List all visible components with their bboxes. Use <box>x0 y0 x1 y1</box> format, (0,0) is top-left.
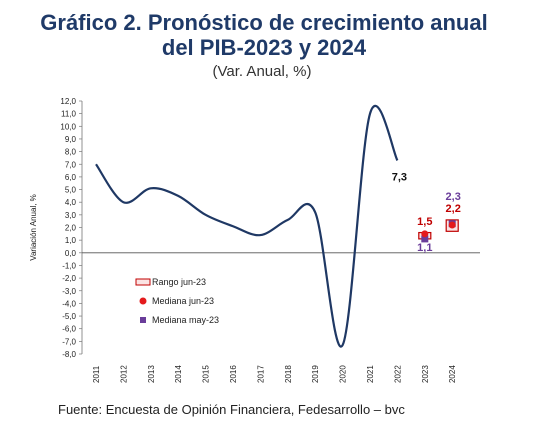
chart-title-line2: del PIB-2023 y 2024 <box>161 35 367 60</box>
median-may23-label: 1,1 <box>417 242 432 254</box>
y-tick-label: -3,0 <box>62 287 76 296</box>
x-tick-label: 2012 <box>119 365 128 383</box>
y-tick-label: -6,0 <box>62 325 76 334</box>
x-tick-label: 2018 <box>284 365 293 383</box>
x-tick-label: 2013 <box>147 365 156 383</box>
y-tick-label: 1,0 <box>65 236 77 245</box>
median-jun23-label: 2,2 <box>446 203 461 215</box>
median-may23-marker <box>421 235 429 243</box>
legend-median-may-swatch <box>140 317 146 323</box>
x-tick-label: 2017 <box>256 365 265 383</box>
y-tick-label: -2,0 <box>62 274 76 283</box>
median-jun23-label: 1,5 <box>417 216 432 228</box>
legend-median-jun-label: Mediana jun-23 <box>152 296 214 306</box>
y-tick-label: 0,0 <box>65 249 77 258</box>
source-note: Fuente: Encuesta de Opinión Financiera, … <box>58 402 405 417</box>
x-tick-label: 2015 <box>202 365 211 383</box>
median-may23-label: 2,3 <box>446 191 461 203</box>
median-jun23-marker <box>421 230 429 238</box>
y-tick-label: 4,0 <box>65 198 77 207</box>
y-tick-label: 6,0 <box>65 173 77 182</box>
y-tick-label: -5,0 <box>62 312 76 321</box>
x-tick-label: 2023 <box>421 365 430 383</box>
median-jun23-marker <box>448 221 456 229</box>
y-tick-label: -1,0 <box>62 261 76 270</box>
x-tick-label: 2024 <box>448 365 457 383</box>
x-tick-label: 2022 <box>393 365 402 383</box>
x-tick-label: 2014 <box>174 365 183 383</box>
x-tick-label: 2019 <box>311 365 320 383</box>
y-tick-label: 8,0 <box>65 148 77 157</box>
y-tick-label: -4,0 <box>62 299 76 308</box>
legend-median-may-label: Mediana may-23 <box>152 315 219 325</box>
chart-title-line1: Gráfico 2. Pronóstico de crecimiento anu… <box>40 10 488 35</box>
y-tick-label: 2,0 <box>65 224 77 233</box>
x-tick-label: 2020 <box>339 365 348 383</box>
legend-median-jun-swatch <box>139 297 147 305</box>
x-tick-label: 2021 <box>366 365 375 383</box>
y-tick-label: 9,0 <box>65 135 77 144</box>
gdp-growth-line <box>95 104 399 348</box>
chart-svg: 12,0 11,0 10,0 9,0 8,0 7,0 6,0 5,0 4,0 3,0 2,0 1,0 0… <box>29 97 480 383</box>
y-tick-label: -7,0 <box>62 337 76 346</box>
legend-range-label: Rango jun-23 <box>152 277 206 287</box>
y-tick-label: -8,0 <box>62 350 76 359</box>
x-tick-label: 2011 <box>92 365 101 383</box>
y-tick-label: 11,0 <box>61 110 77 119</box>
x-tick-label: 2016 <box>229 365 238 383</box>
y-tick-label: 3,0 <box>65 211 77 220</box>
y-tick-label: 10,0 <box>60 122 76 131</box>
y-tick-label: 5,0 <box>65 186 77 195</box>
y-axis-label: Variación Anual, % <box>29 194 38 261</box>
y-tick-label: 12,0 <box>60 97 76 106</box>
y-tick-label: 7,0 <box>65 160 77 169</box>
chart-subtitle: (Var. Anual, %) <box>212 63 312 80</box>
end-value-label: 7,3 <box>392 171 407 183</box>
legend-range-swatch <box>135 278 151 286</box>
